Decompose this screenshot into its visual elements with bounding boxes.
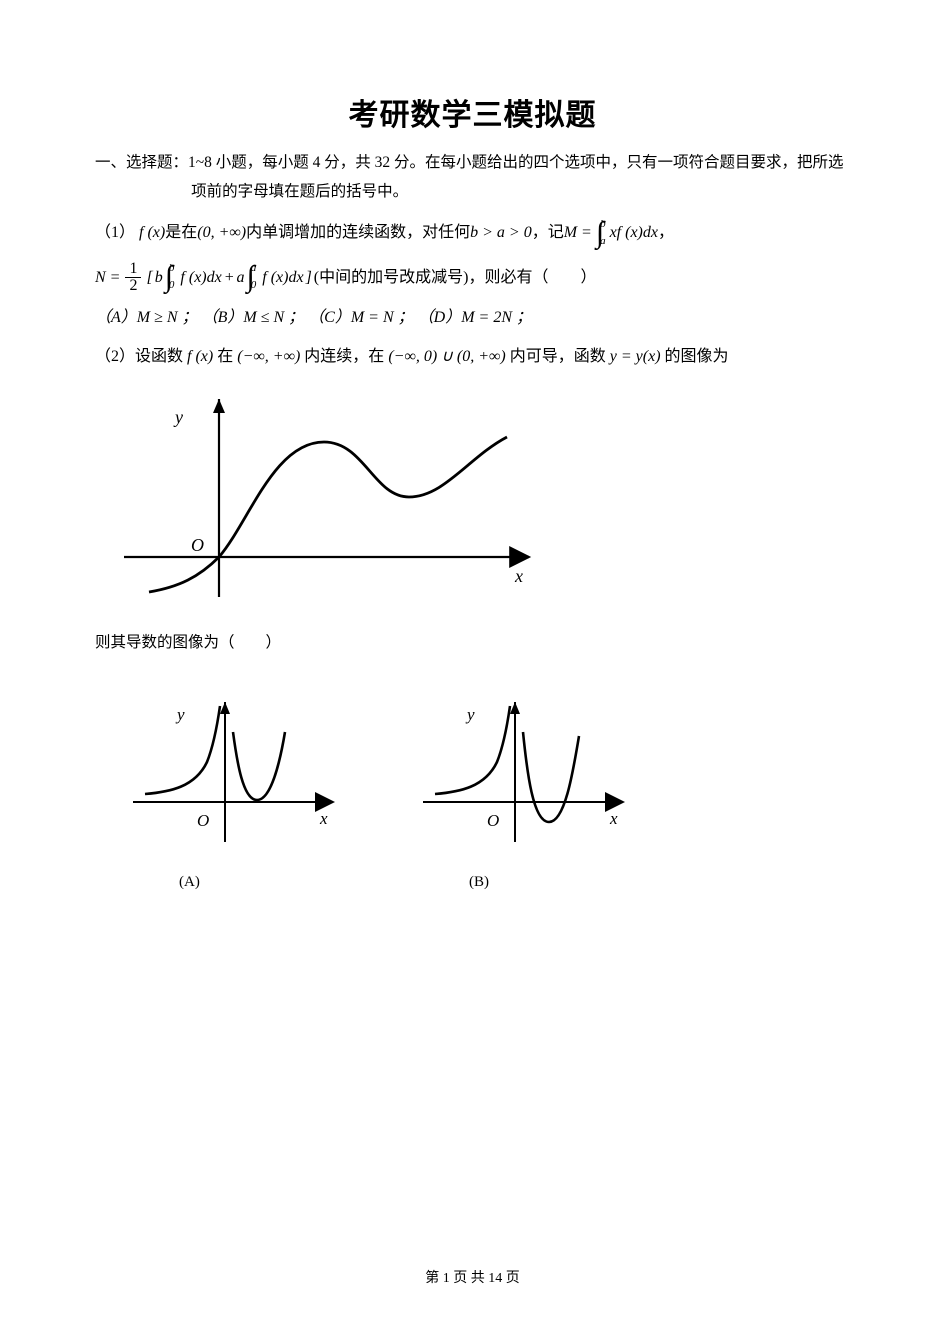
B-label-x: x [609,809,618,828]
main-graph-svg: y x O [109,387,549,612]
q1-optD: （D）M = 2N ； [418,309,532,326]
int2-lower: 0 [169,280,175,291]
A-right-curve [233,732,285,800]
q2-line: （2）设函数 f (x) 在 (−∞, +∞) 内连续，在 (−∞, 0) ∪ … [95,341,850,373]
A-label-y: y [175,705,185,724]
q1-comma: ， [658,213,674,253]
q1-int3: ∫ a 0 [247,263,257,291]
q1-texta: 是在 [165,213,197,253]
B-label-O: O [487,811,499,830]
q2-int1: (−∞, +∞) [237,348,300,365]
B-y-arrow [510,702,520,714]
frac-num: 1 [125,261,141,278]
choice-B-svg: y x O [415,692,635,852]
q2-subq: 则其导数的图像为（ ） [95,630,850,652]
q1-int1: ∫ b a [596,219,606,247]
choice-figures: y x O (A) y x [125,692,850,891]
q1-note: (中间的加号改成减号)，则必有（ ） [314,268,597,287]
q1-line1: （1） f (x) 是在 (0, +∞) 内单调增加的连续函数，对任何 b > … [95,213,850,253]
section-heading: 一、选择题：1~8 小题，每小题 4 分，共 32 分。在每小题给出的四个选项中… [95,148,850,207]
B-right-curve [523,732,579,822]
q2-textc: 内可导，函数 [510,348,610,365]
label-y: y [173,407,183,427]
q1-int2-body: f (x)dx [176,268,221,287]
q2-texta: 在 [217,348,237,365]
choice-A-svg: y x O [125,692,345,852]
A-label-O: O [197,811,209,830]
int3-upper: a [251,263,257,274]
q1-Nlhs: N = [95,268,120,287]
int3-lower: 0 [251,280,257,291]
page-footer: 第 1 页 共 14 页 [0,1267,945,1287]
q1-cond: b > a > 0 [470,213,532,253]
q2-main-figure: y x O [109,387,850,612]
plus: + [224,268,235,287]
choice-B-label: (B) [469,874,489,891]
y-arrowhead [213,399,225,413]
int3-bounds: a 0 [251,263,257,291]
q1-optC: （C）M = N ； [308,309,414,326]
q2-int2: (−∞, 0) ∪ (0, +∞) [388,348,505,365]
coef-b: b [155,268,163,287]
choice-A-col: y x O (A) [125,692,345,891]
int2-bounds: b 0 [169,263,175,291]
bracket-close: ] [306,268,312,287]
q1-Mlhs: M = [564,213,596,253]
section-heading-text: 一、选择题：1~8 小题，每小题 4 分，共 32 分。在每小题给出的四个选项中… [95,148,850,207]
int2-upper: b [169,263,175,274]
main-curve [149,437,507,592]
coef-a: a [237,268,245,287]
q1-textc: ，记 [532,213,564,253]
page-title: 考研数学三模拟题 [95,90,850,134]
q2-fx: f (x) [187,348,213,365]
q1-int1-body: xf (x)dx [606,213,658,253]
q2-textd: 的图像为 [665,348,729,365]
q1-line2: N = 1 2 [ b ∫ b 0 f (x)dx + a ∫ a 0 f (x… [95,261,850,294]
label-x: x [514,566,523,586]
q2-yfn: y = y(x) [610,348,661,365]
q2-textb: 内连续，在 [304,348,388,365]
q1-textb: 内单调增加的连续函数，对任何 [246,213,470,253]
B-label-y: y [465,705,475,724]
q1-optB: （B）M ≤ N ； [202,309,305,326]
page: 考研数学三模拟题 一、选择题：1~8 小题，每小题 4 分，共 32 分。在每小… [0,0,945,1335]
q1-options: （A）M ≥ N ； （B）M ≤ N ； （C）M = N ； （D）M = … [95,300,850,335]
label-O: O [191,535,204,555]
q1-optA: （A）M ≥ N ； [95,309,198,326]
frac-den: 2 [125,278,141,294]
q1-frac: 1 2 [125,261,141,294]
bracket-open: [ [146,268,152,287]
choice-A-label: (A) [179,874,200,891]
q1-int2: ∫ b 0 [165,263,175,291]
q2-prefix: （2）设函数 [95,348,187,365]
A-y-arrow [220,702,230,714]
q1-interval: (0, +∞) [197,213,246,253]
choice-B-col: y x O (B) [415,692,635,891]
q1-int3-body: f (x)dx [258,268,303,287]
q1-fx: f (x) [135,213,165,253]
q1-prefix: （1） [95,213,135,253]
A-label-x: x [319,809,328,828]
